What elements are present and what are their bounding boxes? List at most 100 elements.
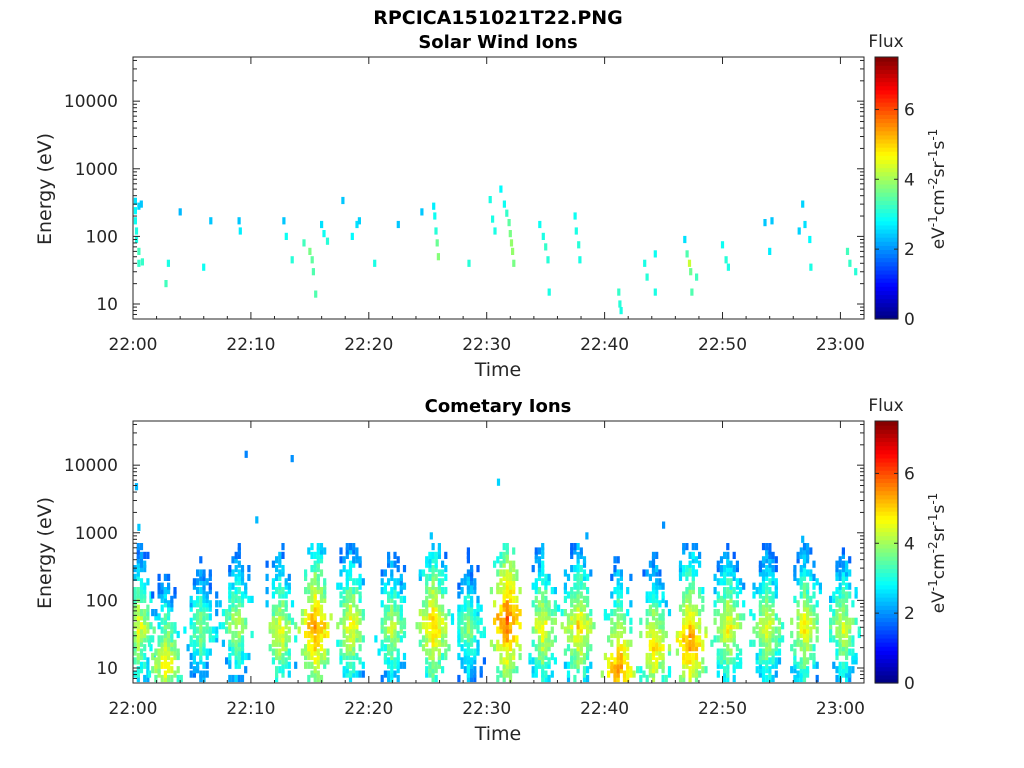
heatmap-cell xyxy=(695,273,699,281)
heatmap-cell xyxy=(358,644,362,652)
heatmap-cell xyxy=(460,657,464,665)
heatmap-cell xyxy=(619,622,623,630)
heatmap-cell xyxy=(806,551,810,559)
heatmap-cell xyxy=(806,547,810,555)
heatmap-cell xyxy=(688,622,692,630)
heatmap-cell xyxy=(473,674,477,683)
heatmap-cell xyxy=(586,666,590,674)
heatmap-cell xyxy=(202,569,206,577)
heatmap-cell xyxy=(845,591,849,599)
heatmap-cell xyxy=(281,670,285,678)
heatmap-cell xyxy=(275,622,279,630)
heatmap-cell xyxy=(812,582,816,590)
heatmap-cell xyxy=(234,604,238,612)
heatmap-cell xyxy=(355,220,359,229)
heatmap-cell xyxy=(425,587,429,595)
colorbar-label-exponent: -1 xyxy=(926,493,940,505)
colorbar-step xyxy=(875,106,898,111)
heatmap-cell xyxy=(688,595,692,603)
heatmap-cell xyxy=(541,609,545,617)
heatmap-cell xyxy=(643,259,647,267)
heatmap-cell xyxy=(275,639,279,647)
heatmap-cell xyxy=(163,626,167,634)
heatmap-cell xyxy=(667,670,672,678)
heatmap-cell xyxy=(143,626,147,634)
heatmap-cell xyxy=(512,595,516,603)
heatmap-cell xyxy=(765,674,769,683)
heatmap-cell xyxy=(275,670,279,678)
heatmap-cell xyxy=(157,591,161,599)
colorbar-step xyxy=(875,506,898,512)
heatmap-cell xyxy=(310,578,314,586)
heatmap-cell xyxy=(682,644,686,652)
colorbar-step xyxy=(875,294,898,300)
heatmap-cell xyxy=(393,582,397,590)
heatmap-cell xyxy=(617,288,621,296)
heatmap-cell xyxy=(189,661,193,669)
heatmap-cell xyxy=(691,622,695,630)
heatmap-cell xyxy=(390,639,394,647)
heatmap-cell xyxy=(348,604,353,612)
heatmap-cell xyxy=(304,609,308,617)
heatmap-cell xyxy=(383,670,387,678)
heatmap-cell xyxy=(170,600,174,608)
heatmap-cell xyxy=(319,626,324,634)
heatmap-cell xyxy=(348,587,353,595)
colorbar-step xyxy=(875,498,898,504)
heatmap-cell xyxy=(537,609,542,617)
heatmap-cell xyxy=(228,565,232,573)
heatmap-cell xyxy=(352,666,356,674)
heatmap-cell xyxy=(437,569,441,577)
heatmap-cell xyxy=(196,569,200,577)
heatmap-cell xyxy=(726,630,730,639)
heatmap-cell xyxy=(655,622,659,630)
heatmap-cell xyxy=(774,657,778,665)
heatmap-cell xyxy=(765,648,769,656)
heatmap-cell xyxy=(508,674,513,683)
heatmap-cell xyxy=(425,670,429,678)
heatmap-cell xyxy=(502,617,506,625)
heatmap-cell xyxy=(432,202,436,210)
heatmap-cell xyxy=(196,600,200,608)
heatmap-cell xyxy=(768,595,772,603)
heatmap-cell xyxy=(355,613,359,621)
colorbar-step xyxy=(875,134,898,140)
heatmap-cell xyxy=(537,644,542,652)
heatmap-cell xyxy=(470,600,474,608)
heatmap-cell xyxy=(418,609,422,617)
heatmap-cell xyxy=(502,200,506,208)
heatmap-cell xyxy=(658,613,662,621)
heatmap-cell xyxy=(682,622,686,630)
heatmap-cell xyxy=(701,666,705,674)
heatmap-cell xyxy=(470,670,474,678)
heatmap-cell xyxy=(496,666,500,674)
heatmap-cell xyxy=(316,604,320,612)
heatmap-cell xyxy=(290,617,295,625)
heatmap-cell xyxy=(470,639,474,647)
heatmap-cell xyxy=(835,573,839,581)
heatmap-cell xyxy=(167,573,171,581)
heatmap-cell xyxy=(651,626,656,634)
heatmap-cell xyxy=(838,622,842,630)
heatmap-cell xyxy=(729,578,733,586)
heatmap-cell xyxy=(622,617,627,625)
heatmap-cell xyxy=(806,604,810,612)
heatmap-cell xyxy=(313,600,317,608)
heatmap-cell xyxy=(648,639,652,647)
heatmap-cell xyxy=(348,543,353,551)
heatmap-cell xyxy=(752,613,756,621)
heatmap-cell xyxy=(275,604,279,612)
heatmap-cell xyxy=(355,617,359,625)
heatmap-cell xyxy=(576,556,580,564)
heatmap-cell xyxy=(189,652,193,661)
heatmap-cell xyxy=(133,630,137,639)
heatmap-cell xyxy=(765,639,769,647)
heatmap-cell xyxy=(352,639,356,647)
heatmap-cell xyxy=(466,604,470,612)
heatmap-cell xyxy=(610,652,614,661)
heatmap-cell xyxy=(479,604,483,612)
heatmap-cell xyxy=(809,652,813,661)
heatmap-cell xyxy=(531,666,535,674)
heatmap-cell xyxy=(240,569,245,577)
heatmap-cell xyxy=(573,639,577,647)
